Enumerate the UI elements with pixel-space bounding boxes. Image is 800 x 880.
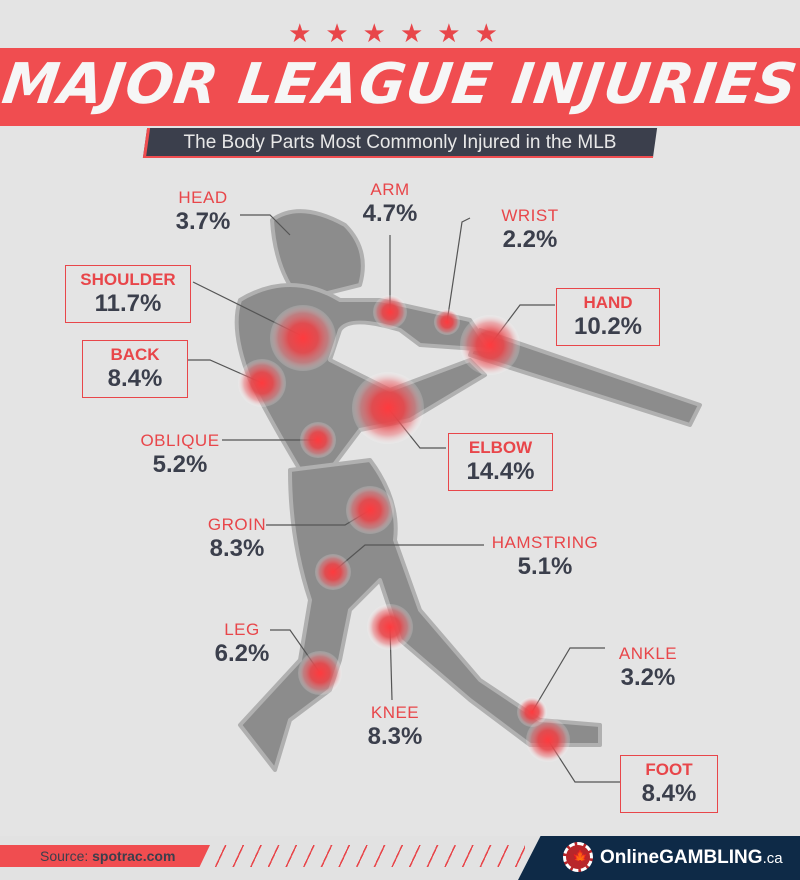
label-foot: FOOT 8.4% — [620, 755, 718, 813]
source-label: Source: — [40, 848, 89, 864]
marker-leg — [298, 651, 342, 695]
marker-arm — [373, 295, 407, 329]
injury-value: 2.2% — [502, 226, 558, 253]
marker-knee — [367, 604, 413, 650]
injury-value: 4.7% — [362, 200, 418, 227]
marker-shoulder — [270, 305, 336, 371]
marker-elbow — [352, 372, 424, 444]
label-back: BACK 8.4% — [82, 340, 188, 398]
label-arm: ARM 4.7% — [363, 180, 418, 228]
maple-leaf-chip-icon: 🍁 — [563, 842, 593, 872]
injury-value: 6.2% — [214, 640, 270, 667]
injury-name: LEG — [224, 620, 260, 639]
label-groin: GROIN 8.3% — [208, 515, 266, 563]
label-wrist: WRIST 2.2% — [501, 206, 558, 254]
injury-name: OBLIQUE — [140, 431, 220, 450]
label-ankle: ANKLE 3.2% — [619, 644, 677, 692]
label-knee: KNEE 8.3% — [368, 703, 423, 751]
marker-hand — [460, 315, 520, 375]
injury-name: SHOULDER — [80, 270, 176, 289]
label-head: HEAD 3.7% — [176, 188, 231, 236]
brand-logo[interactable]: OnlineGAMBLING.ca — [600, 847, 783, 869]
injury-name: ARM — [370, 180, 410, 199]
injury-name: HAND — [583, 293, 633, 312]
injury-name: WRIST — [501, 206, 559, 225]
injury-markers — [238, 295, 570, 762]
stars-decoration: ★★★★★★ — [288, 18, 512, 48]
injury-value: 11.7% — [94, 290, 162, 317]
title-banner — [0, 48, 800, 126]
injury-value: 8.3% — [367, 723, 423, 750]
injury-value: 8.4% — [641, 780, 697, 807]
label-leg: LEG 6.2% — [215, 620, 270, 668]
injury-name: KNEE — [370, 703, 420, 722]
label-hand: HAND 10.2% — [556, 288, 660, 346]
injury-value: 3.7% — [175, 208, 231, 235]
label-shoulder: SHOULDER 11.7% — [65, 265, 191, 323]
injury-name: BACK — [110, 345, 160, 364]
source-credit: Source: spotrac.com — [0, 845, 210, 867]
injury-name: HEAD — [178, 188, 228, 207]
injury-name: HAMSTRING — [491, 533, 599, 552]
page-subtitle: The Body Parts Most Commonly Injured in … — [183, 132, 617, 153]
marker-hamstring — [315, 554, 351, 590]
marker-oblique — [300, 422, 336, 458]
injury-value: 5.1% — [517, 553, 573, 580]
injury-value: 14.4% — [466, 458, 535, 485]
label-elbow: ELBOW 14.4% — [448, 433, 553, 491]
injury-value: 8.4% — [107, 365, 163, 392]
injury-value: 8.3% — [209, 535, 265, 562]
marker-wrist — [434, 309, 460, 335]
marker-foot — [526, 718, 570, 762]
brand-name: OnlineGAMBLING — [600, 847, 763, 868]
marker-groin — [346, 486, 394, 534]
label-hamstring: HAMSTRING 5.1% — [492, 533, 599, 581]
brand-suffix: .ca — [762, 850, 783, 867]
injury-name: GROIN — [207, 515, 267, 534]
marker-ankle — [517, 697, 547, 727]
label-oblique: OBLIQUE 5.2% — [140, 431, 219, 479]
hatch-decoration — [215, 845, 525, 867]
injury-value: 10.2% — [573, 313, 643, 340]
injury-name: ELBOW — [468, 438, 533, 457]
marker-back — [238, 359, 286, 407]
source-link[interactable]: spotrac.com — [92, 848, 176, 864]
injury-name: ANKLE — [618, 644, 678, 663]
injury-name: FOOT — [645, 760, 693, 779]
injury-value: 5.2% — [152, 451, 208, 478]
injury-value: 3.2% — [620, 664, 676, 691]
